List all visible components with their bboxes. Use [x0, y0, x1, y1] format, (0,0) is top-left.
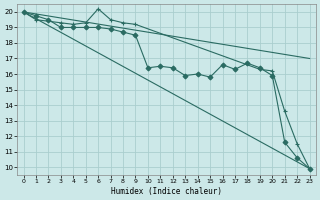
X-axis label: Humidex (Indice chaleur): Humidex (Indice chaleur) [111, 187, 222, 196]
